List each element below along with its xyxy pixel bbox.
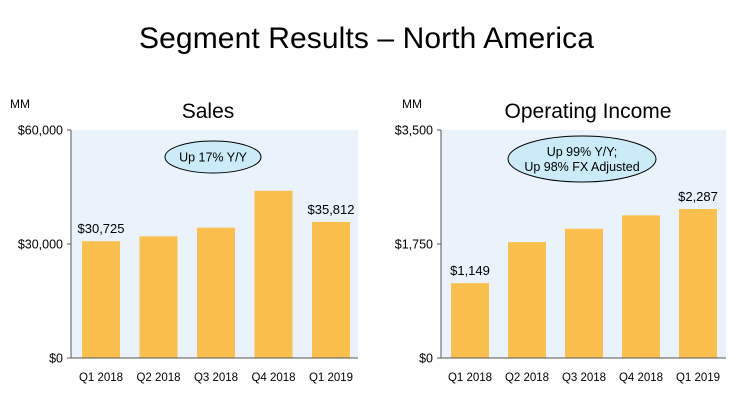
sales-bar-q1-2018: [82, 241, 120, 358]
operating-income-y-tick-label: $3,500: [395, 124, 433, 138]
sales-bar-q2-2018: [139, 236, 178, 358]
operating-income-callout-bubble: [507, 135, 657, 183]
sales-data-label: $35,812: [308, 202, 355, 217]
operating-income-x-tick-label: Q3 2018: [562, 372, 606, 384]
sales-callout-bubble: [164, 140, 262, 174]
sales-bar-q3-2018: [197, 227, 235, 358]
operating-income-chart-title: Operating Income: [505, 100, 672, 123]
operating-income-bar-q2-2018: [508, 242, 546, 358]
sales-callout-text: Up 17% Y/Y: [179, 151, 248, 165]
operating-income-callout-text: Up 98% FX Adjusted: [524, 160, 639, 174]
operating-income-data-label: $2,287: [678, 189, 718, 204]
operating-income-y-tick-label: $0: [419, 352, 433, 366]
sales-bar-q1-2019: [312, 221, 350, 358]
operating-income-bar-q3-2018: [565, 228, 603, 358]
operating-income-bar-q1-2018: [451, 283, 489, 358]
operating-income-unit-label: MM: [402, 97, 422, 111]
operating-income-y-tick-label: $1,750: [395, 238, 433, 252]
sales-y-tick-label: $0: [49, 352, 63, 366]
operating-income-x-tick-label: Q2 2018: [505, 372, 549, 384]
sales-x-tick-label: Q2 2018: [136, 372, 180, 384]
sales-chart-title: Sales: [182, 100, 235, 123]
sales-x-tick-label: Q3 2018: [194, 372, 238, 384]
sales-unit-label: MM: [10, 97, 30, 111]
operating-income-x-tick-label: Q4 2018: [619, 372, 663, 384]
operating-income-data-label: $1,149: [450, 263, 490, 278]
operating-income-bar-q4-2018: [622, 215, 660, 358]
sales-y-tick-label: $30,000: [18, 238, 63, 252]
sales-x-tick-label: Q4 2018: [251, 372, 295, 384]
operating-income-x-tick-label: Q1 2018: [448, 372, 492, 384]
sales-bar-q4-2018: [254, 190, 293, 358]
operating-income-bar-q1-2019: [679, 209, 717, 358]
slide-title: Segment Results – North America: [139, 22, 594, 55]
sales-x-tick-label: Q1 2018: [79, 372, 123, 384]
sales-x-tick-label: Q1 2019: [309, 372, 353, 384]
operating-income-x-tick-label: Q1 2019: [676, 372, 720, 384]
operating-income-callout-text: Up 99% Y/Y;: [547, 145, 618, 159]
sales-data-label: $30,725: [78, 221, 125, 236]
sales-y-tick-label: $60,000: [18, 124, 63, 138]
